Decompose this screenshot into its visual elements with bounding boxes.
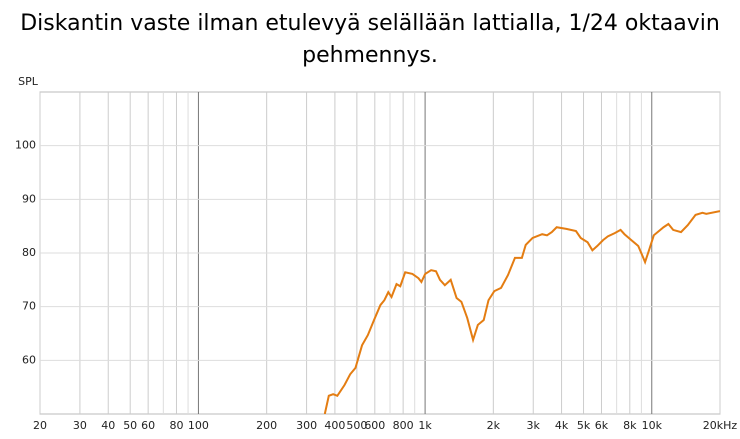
y-tick-label: 60 (22, 353, 36, 366)
x-tick-label: 4k (555, 419, 569, 432)
x-tick-label: 60 (141, 419, 155, 432)
y-tick-label: 70 (22, 300, 36, 313)
x-tick-label: 800 (393, 419, 414, 432)
x-tick-label: 500 (346, 419, 367, 432)
chart-title: Diskantin vaste ilman etulevyä selällään… (20, 11, 720, 68)
y-tick-label: 100 (15, 139, 36, 152)
x-tick-label: 10k (642, 419, 663, 432)
x-tick-label: 80 (169, 419, 183, 432)
x-tick-label: 40 (101, 419, 115, 432)
x-tick-label: 5k (577, 419, 591, 432)
x-tick-label: 30 (73, 419, 87, 432)
x-tick-label: 2k (487, 419, 501, 432)
data-line (323, 210, 720, 414)
x-tick-label: 100 (188, 419, 209, 432)
x-tick-label: 6k (595, 419, 609, 432)
x-tick-label: 300 (296, 419, 317, 432)
y-tick-label: 90 (22, 192, 36, 205)
x-tick-label: 600 (364, 419, 385, 432)
x-tick-label: 20 (33, 419, 47, 432)
x-tick-label: 8k (623, 419, 637, 432)
x-tick-label: 1k (418, 419, 432, 432)
x-tick-label: 50 (123, 419, 137, 432)
y-axis-label: SPL (18, 75, 39, 88)
x-tick-label: 20kHz (703, 419, 738, 432)
x-tick-label: 400 (324, 419, 345, 432)
x-tick-label: 3k (527, 419, 541, 432)
y-tick-label: 80 (22, 246, 36, 259)
x-tick-label: 200 (256, 419, 277, 432)
